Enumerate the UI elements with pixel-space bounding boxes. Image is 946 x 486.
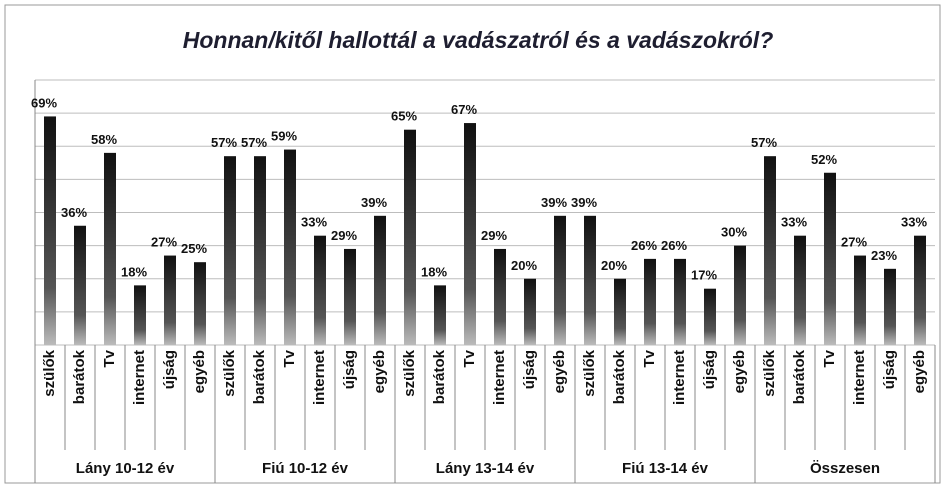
- x-tick-label: Tv: [821, 349, 838, 367]
- value-label: 39%: [541, 195, 567, 210]
- value-label: 58%: [91, 132, 117, 147]
- bar: [464, 123, 476, 345]
- bar: [344, 248, 356, 345]
- value-label: 27%: [841, 235, 867, 250]
- value-label: 33%: [301, 215, 327, 230]
- chart-title: Honnan/kitől hallottál a vadászatról és …: [183, 27, 774, 53]
- x-tick-label: egyéb: [371, 350, 388, 393]
- bar: [884, 268, 896, 345]
- group-label: Fiú 10-12 év: [262, 460, 349, 477]
- value-label: 67%: [451, 102, 477, 117]
- value-label: 39%: [571, 195, 597, 210]
- value-label: 20%: [511, 258, 537, 273]
- bar: [44, 116, 56, 345]
- value-label: 23%: [871, 248, 897, 263]
- frame: [4, 4, 941, 484]
- x-tick-label: internet: [491, 350, 508, 405]
- bar: [674, 258, 686, 345]
- value-label: 57%: [751, 135, 777, 150]
- bar: [134, 285, 146, 345]
- value-label: 26%: [631, 238, 657, 253]
- x-tick-label: szülők: [761, 349, 778, 396]
- value-label: 27%: [151, 235, 177, 250]
- value-label: 36%: [61, 205, 87, 220]
- x-tick-label: egyéb: [191, 350, 208, 393]
- value-label: 29%: [481, 228, 507, 243]
- bar: [854, 255, 866, 345]
- bar: [584, 215, 596, 345]
- bar: [614, 278, 626, 345]
- value-label: 18%: [421, 264, 447, 279]
- bar: [494, 248, 506, 345]
- x-tick-label: egyéb: [911, 350, 928, 393]
- bar: [74, 225, 86, 345]
- value-label: 25%: [181, 241, 207, 256]
- bar: [704, 288, 716, 345]
- x-tick-label: internet: [851, 350, 868, 405]
- value-label: 18%: [121, 264, 147, 279]
- bar: [794, 235, 806, 345]
- value-label: 39%: [361, 195, 387, 210]
- x-tick-label: szülők: [41, 349, 58, 396]
- x-tick-label: újság: [161, 350, 178, 389]
- value-label: 20%: [601, 258, 627, 273]
- bar: [404, 129, 416, 345]
- x-tick-label: újság: [881, 350, 898, 389]
- value-label: 69%: [31, 95, 57, 110]
- x-tick-label: szülők: [581, 349, 598, 396]
- value-label: 33%: [901, 215, 927, 230]
- bar: [254, 156, 266, 345]
- x-tick-label: barátok: [71, 349, 88, 404]
- bar: [374, 215, 386, 345]
- x-tick-label: internet: [131, 350, 148, 405]
- x-tick-label: Tv: [101, 349, 118, 367]
- bar: [734, 245, 746, 345]
- bar: [224, 156, 236, 345]
- x-tick-label: egyéb: [551, 350, 568, 393]
- x-tick-label: újság: [701, 350, 718, 389]
- value-label: 57%: [211, 135, 237, 150]
- bar: [764, 156, 776, 345]
- bar: [524, 278, 536, 345]
- x-tick-label: barátok: [791, 349, 808, 404]
- x-tick-label: barátok: [431, 349, 448, 404]
- bar: [824, 172, 836, 345]
- value-label: 30%: [721, 225, 747, 240]
- x-tick-label: Tv: [281, 349, 298, 367]
- x-tick-label: szülők: [221, 349, 238, 396]
- x-tick-label: egyéb: [731, 350, 748, 393]
- bar: [434, 285, 446, 345]
- bar: [314, 235, 326, 345]
- x-tick-label: Tv: [461, 349, 478, 367]
- group-label: Fiú 13-14 év: [622, 460, 709, 477]
- x-tick-label: újság: [521, 350, 538, 389]
- value-label: 57%: [241, 135, 267, 150]
- bar: [104, 152, 116, 345]
- value-label: 17%: [691, 268, 717, 283]
- x-tick-label: újság: [341, 350, 358, 389]
- bar: [644, 258, 656, 345]
- x-tick-label: internet: [311, 350, 328, 405]
- x-tick-label: barátok: [251, 349, 268, 404]
- value-label: 52%: [811, 152, 837, 167]
- group-label: Lány 13-14 év: [436, 460, 535, 477]
- x-tick-label: Tv: [641, 349, 658, 367]
- x-tick-label: barátok: [611, 349, 628, 404]
- group-label: Lány 10-12 év: [76, 460, 175, 477]
- bar: [164, 255, 176, 345]
- value-label: 26%: [661, 238, 687, 253]
- x-tick-label: szülők: [401, 349, 418, 396]
- value-label: 29%: [331, 228, 357, 243]
- value-label: 33%: [781, 215, 807, 230]
- value-label: 59%: [271, 129, 297, 144]
- group-label: Összesen: [810, 460, 880, 477]
- value-label: 65%: [391, 109, 417, 124]
- bar: [914, 235, 926, 345]
- bar: [554, 215, 566, 345]
- x-tick-label: internet: [671, 350, 688, 405]
- bar: [194, 262, 206, 345]
- bar: [284, 149, 296, 345]
